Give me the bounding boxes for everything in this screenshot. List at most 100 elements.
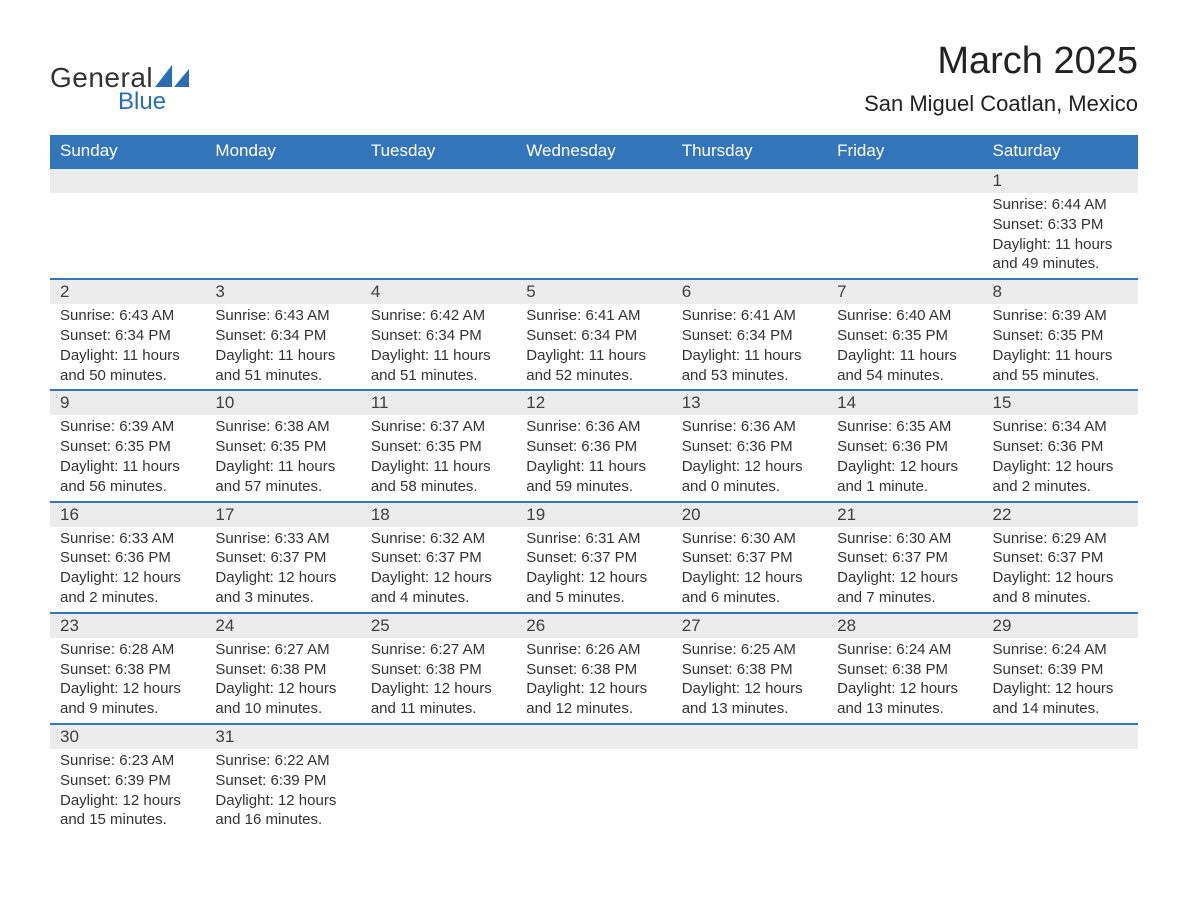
- day-detail: Sunrise: 6:41 AMSunset: 6:34 PMDaylight:…: [516, 304, 671, 389]
- sunset-text: Sunset: 6:38 PM: [371, 660, 506, 680]
- day-detail: Sunrise: 6:37 AMSunset: 6:35 PMDaylight:…: [361, 415, 516, 500]
- daylight-text: Daylight: 11 hours and 54 minutes.: [837, 346, 972, 386]
- sunrise-text: Sunrise: 6:36 AM: [682, 417, 817, 437]
- daylight-text: Daylight: 12 hours and 16 minutes.: [215, 791, 350, 831]
- daylight-text: Daylight: 12 hours and 5 minutes.: [526, 568, 661, 608]
- daylight-text: Daylight: 11 hours and 57 minutes.: [215, 457, 350, 497]
- day-detail: Sunrise: 6:34 AMSunset: 6:36 PMDaylight:…: [983, 415, 1138, 500]
- daylight-text: Daylight: 11 hours and 55 minutes.: [993, 346, 1128, 386]
- day-detail: Sunrise: 6:43 AMSunset: 6:34 PMDaylight:…: [205, 304, 360, 389]
- sunset-text: Sunset: 6:39 PM: [215, 771, 350, 791]
- day-number: 7: [827, 280, 982, 304]
- day-number: [672, 169, 827, 193]
- calendar-day-cell: 30Sunrise: 6:23 AMSunset: 6:39 PMDayligh…: [50, 724, 205, 834]
- day-detail: [205, 193, 360, 269]
- day-number: 26: [516, 614, 671, 638]
- day-detail: Sunrise: 6:27 AMSunset: 6:38 PMDaylight:…: [205, 638, 360, 723]
- weekday-header: Sunday: [50, 135, 205, 168]
- sunrise-text: Sunrise: 6:44 AM: [993, 195, 1128, 215]
- sunset-text: Sunset: 6:34 PM: [215, 326, 350, 346]
- day-number: 1: [983, 169, 1138, 193]
- daylight-text: Daylight: 12 hours and 12 minutes.: [526, 679, 661, 719]
- page-title: March 2025: [864, 40, 1138, 83]
- calendar-day-cell: [983, 724, 1138, 834]
- sunset-text: Sunset: 6:35 PM: [993, 326, 1128, 346]
- calendar-day-cell: 2Sunrise: 6:43 AMSunset: 6:34 PMDaylight…: [50, 279, 205, 390]
- day-detail: Sunrise: 6:36 AMSunset: 6:36 PMDaylight:…: [672, 415, 827, 500]
- day-detail: Sunrise: 6:33 AMSunset: 6:36 PMDaylight:…: [50, 527, 205, 612]
- day-number: 9: [50, 391, 205, 415]
- calendar-day-cell: 22Sunrise: 6:29 AMSunset: 6:37 PMDayligh…: [983, 502, 1138, 613]
- calendar-day-cell: 23Sunrise: 6:28 AMSunset: 6:38 PMDayligh…: [50, 613, 205, 724]
- sunset-text: Sunset: 6:36 PM: [837, 437, 972, 457]
- calendar-day-cell: [361, 168, 516, 279]
- logo: General Blue: [50, 40, 189, 116]
- calendar-day-cell: 4Sunrise: 6:42 AMSunset: 6:34 PMDaylight…: [361, 279, 516, 390]
- calendar-day-cell: 9Sunrise: 6:39 AMSunset: 6:35 PMDaylight…: [50, 390, 205, 501]
- calendar-week-row: 16Sunrise: 6:33 AMSunset: 6:36 PMDayligh…: [50, 502, 1138, 613]
- title-block: March 2025 San Miguel Coatlan, Mexico: [864, 40, 1138, 117]
- day-number: 31: [205, 725, 360, 749]
- sunset-text: Sunset: 6:38 PM: [682, 660, 817, 680]
- calendar-day-cell: 18Sunrise: 6:32 AMSunset: 6:37 PMDayligh…: [361, 502, 516, 613]
- day-detail: Sunrise: 6:23 AMSunset: 6:39 PMDaylight:…: [50, 749, 205, 834]
- day-number: 16: [50, 503, 205, 527]
- calendar-day-cell: [361, 724, 516, 834]
- sunset-text: Sunset: 6:37 PM: [371, 548, 506, 568]
- day-detail: Sunrise: 6:30 AMSunset: 6:37 PMDaylight:…: [827, 527, 982, 612]
- sunset-text: Sunset: 6:36 PM: [993, 437, 1128, 457]
- sunset-text: Sunset: 6:35 PM: [837, 326, 972, 346]
- day-detail: [983, 749, 1138, 825]
- daylight-text: Daylight: 12 hours and 1 minute.: [837, 457, 972, 497]
- daylight-text: Daylight: 12 hours and 14 minutes.: [993, 679, 1128, 719]
- calendar-day-cell: 28Sunrise: 6:24 AMSunset: 6:38 PMDayligh…: [827, 613, 982, 724]
- day-detail: [672, 749, 827, 825]
- daylight-text: Daylight: 12 hours and 4 minutes.: [371, 568, 506, 608]
- day-detail: Sunrise: 6:30 AMSunset: 6:37 PMDaylight:…: [672, 527, 827, 612]
- daylight-text: Daylight: 12 hours and 7 minutes.: [837, 568, 972, 608]
- day-number: 29: [983, 614, 1138, 638]
- sunset-text: Sunset: 6:33 PM: [993, 215, 1128, 235]
- day-number: 5: [516, 280, 671, 304]
- sunrise-text: Sunrise: 6:36 AM: [526, 417, 661, 437]
- day-detail: Sunrise: 6:24 AMSunset: 6:38 PMDaylight:…: [827, 638, 982, 723]
- day-detail: Sunrise: 6:38 AMSunset: 6:35 PMDaylight:…: [205, 415, 360, 500]
- calendar-day-cell: 31Sunrise: 6:22 AMSunset: 6:39 PMDayligh…: [205, 724, 360, 834]
- daylight-text: Daylight: 12 hours and 9 minutes.: [60, 679, 195, 719]
- day-detail: Sunrise: 6:31 AMSunset: 6:37 PMDaylight:…: [516, 527, 671, 612]
- calendar-day-cell: [672, 168, 827, 279]
- day-number: 3: [205, 280, 360, 304]
- sunrise-text: Sunrise: 6:25 AM: [682, 640, 817, 660]
- calendar-day-cell: 11Sunrise: 6:37 AMSunset: 6:35 PMDayligh…: [361, 390, 516, 501]
- day-number: 13: [672, 391, 827, 415]
- sunset-text: Sunset: 6:34 PM: [60, 326, 195, 346]
- day-number: [205, 169, 360, 193]
- day-number: [827, 169, 982, 193]
- calendar-day-cell: [827, 724, 982, 834]
- sunrise-text: Sunrise: 6:35 AM: [837, 417, 972, 437]
- weekday-header: Monday: [205, 135, 360, 168]
- calendar-week-row: 9Sunrise: 6:39 AMSunset: 6:35 PMDaylight…: [50, 390, 1138, 501]
- day-detail: Sunrise: 6:28 AMSunset: 6:38 PMDaylight:…: [50, 638, 205, 723]
- day-detail: Sunrise: 6:41 AMSunset: 6:34 PMDaylight:…: [672, 304, 827, 389]
- day-detail: Sunrise: 6:35 AMSunset: 6:36 PMDaylight:…: [827, 415, 982, 500]
- day-detail: Sunrise: 6:27 AMSunset: 6:38 PMDaylight:…: [361, 638, 516, 723]
- sunset-text: Sunset: 6:36 PM: [60, 548, 195, 568]
- day-detail: Sunrise: 6:39 AMSunset: 6:35 PMDaylight:…: [983, 304, 1138, 389]
- sunrise-text: Sunrise: 6:28 AM: [60, 640, 195, 660]
- calendar-day-cell: 7Sunrise: 6:40 AMSunset: 6:35 PMDaylight…: [827, 279, 982, 390]
- day-detail: [516, 749, 671, 825]
- calendar-day-cell: 17Sunrise: 6:33 AMSunset: 6:37 PMDayligh…: [205, 502, 360, 613]
- weekday-header: Tuesday: [361, 135, 516, 168]
- weekday-header: Thursday: [672, 135, 827, 168]
- weekday-header: Friday: [827, 135, 982, 168]
- day-number: 2: [50, 280, 205, 304]
- calendar-day-cell: [516, 724, 671, 834]
- sunrise-text: Sunrise: 6:24 AM: [837, 640, 972, 660]
- day-detail: Sunrise: 6:26 AMSunset: 6:38 PMDaylight:…: [516, 638, 671, 723]
- sunrise-text: Sunrise: 6:37 AM: [371, 417, 506, 437]
- day-detail: Sunrise: 6:36 AMSunset: 6:36 PMDaylight:…: [516, 415, 671, 500]
- sunset-text: Sunset: 6:34 PM: [682, 326, 817, 346]
- day-number: [827, 725, 982, 749]
- day-detail: Sunrise: 6:32 AMSunset: 6:37 PMDaylight:…: [361, 527, 516, 612]
